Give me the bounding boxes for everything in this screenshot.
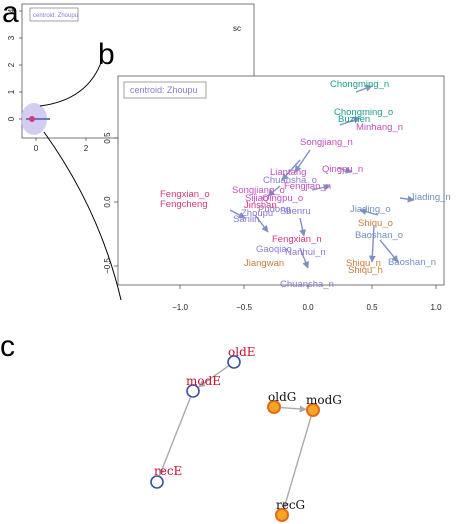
panel-b-ytick-label: 0.0	[103, 196, 112, 208]
point-label: Qingpu_o	[262, 193, 303, 204]
panel-c-graph: oldE modE recE oldG modG recG	[150, 345, 342, 522]
panel-b-xtick-label: −0.5	[236, 303, 252, 312]
panel-b-legend-box	[123, 81, 207, 99]
panel-a-ytick-label: 1	[7, 89, 16, 94]
panel-a-ytick-label: 2	[7, 62, 16, 67]
displacement-arrow	[294, 149, 311, 173]
panel-b-y-axis: 0.5 0.0 −0.5	[103, 132, 118, 274]
point-label: Baoshan_o	[355, 230, 403, 241]
zoom-line-top	[39, 59, 103, 107]
graph-node	[227, 355, 241, 369]
panel-letter-a: a	[2, 0, 19, 29]
point-label: Nanhui_n	[285, 247, 326, 258]
point-label: Shiqu_n	[346, 258, 381, 269]
panel-b-xtick-label: −1.0	[172, 303, 188, 312]
panel-b-x-axis: −1.0 −0.5 0.0 0.5 1.0	[172, 285, 442, 312]
graph-node-label: recE	[154, 464, 182, 478]
panel-a-y-axis: 0 1 2 3 4	[7, 8, 22, 121]
displacement-arrow	[368, 225, 376, 263]
graph-edge	[198, 365, 229, 388]
point-label: Shenru	[280, 206, 311, 217]
point-label: Songjiang_o	[232, 185, 285, 196]
graph-node	[186, 384, 200, 398]
panel-letter-c: c	[0, 330, 15, 363]
point-label: Jiangwan	[244, 258, 284, 269]
point-label: Chongming_o	[334, 107, 393, 118]
displacement-arrow	[337, 166, 353, 174]
graph-node-label: modE	[186, 374, 221, 388]
graph-node	[306, 403, 320, 417]
point-label: Minhang_n	[356, 122, 403, 133]
displacement-arrow	[299, 247, 309, 269]
point-label: Baoshan_n	[388, 257, 436, 268]
panel-letter-b: b	[98, 38, 115, 71]
panel-a-cluster-dot	[29, 116, 35, 122]
point-label: Fengjian_n	[284, 181, 331, 192]
panel-a-legend: centroid: Zhoupu	[33, 13, 78, 19]
panel-a-ytick-label: 4	[7, 8, 16, 13]
point-label: Fengxian_o	[160, 189, 210, 200]
graph-node-label: oldG	[268, 390, 296, 404]
point-label: Fengcheng	[160, 199, 208, 210]
displacement-arrow	[339, 116, 361, 126]
displacement-arrow	[399, 195, 415, 203]
panel-b-arrows	[229, 84, 415, 269]
point-label: Jiading_o	[350, 204, 391, 215]
point-label: Zhoupu	[241, 208, 273, 219]
displacement-arrow	[311, 183, 331, 191]
panel-a-legend-box	[29, 7, 79, 22]
graph-node	[275, 508, 289, 522]
graph-node	[150, 475, 164, 489]
displacement-arrow	[229, 209, 246, 219]
displacement-arrow	[281, 159, 301, 181]
displacement-arrow	[355, 84, 373, 93]
point-label: Jiading_n	[410, 192, 451, 203]
point-label: Chuansha_n	[280, 279, 334, 290]
point-label: Buzhen	[338, 114, 370, 125]
panel-b-xtick-label: 0.0	[302, 303, 314, 312]
point-label: Chongming_n	[330, 79, 389, 90]
panel-b-ytick-label: 0.5	[103, 132, 112, 144]
panel-b-plot: centroid: Zhoupu −1.0 −0.5 0.0 0.5 1.0 0.50.…	[103, 75, 451, 312]
graph-edge	[158, 397, 192, 477]
point-label: Jinshan	[244, 200, 277, 211]
panel-b-ytick-label: −0.5	[103, 258, 112, 274]
displacement-arrow	[359, 208, 379, 216]
panel-b-frame	[117, 75, 445, 286]
point-label: Gaoqiao	[256, 244, 292, 255]
graph-node	[267, 400, 281, 414]
displacement-arrow	[254, 214, 269, 233]
point-label: Qingpu_n	[322, 164, 363, 175]
displacement-arrow	[267, 185, 281, 197]
panel-a-corner-label: sc	[233, 24, 241, 33]
panel-a-xtick-label: 0	[34, 144, 39, 153]
panel-b-labels: Chongming_nChongming_oBuzhenMinhang_nSon…	[160, 79, 451, 290]
graph-node-label: modG	[306, 393, 342, 407]
point-label: Pudong	[258, 204, 291, 215]
point-label: Chuansha_o	[263, 175, 317, 186]
panel-a-ytick-label: 0	[7, 116, 16, 121]
point-label: Shiqu_o	[358, 218, 393, 229]
panel-b-legend: centroid: Zhoupu	[130, 85, 198, 95]
point-label: Songjiang_n	[300, 137, 353, 148]
panel-b-xtick-label: 0.5	[366, 303, 378, 312]
graph-node-label: recG	[276, 498, 305, 512]
graph-edge	[280, 405, 307, 413]
graph-edge	[282, 416, 312, 509]
panel-a-xtick-label: 2	[84, 144, 89, 153]
graph-node-label: oldE	[228, 345, 256, 359]
panel-b-xtick-label: 1.0	[430, 303, 442, 312]
displacement-arrow	[379, 239, 399, 263]
point-label: Fengxian_n	[272, 234, 322, 245]
panel-a-ytick-label: 3	[7, 35, 16, 40]
point-label: Sanlin	[233, 214, 259, 225]
point-label: Liantang	[270, 167, 306, 178]
zoom-line-bottom	[43, 131, 122, 301]
displacement-arrow	[299, 217, 307, 237]
point-label: Shiqu_h	[348, 265, 383, 276]
point-label: Sijiao	[245, 193, 268, 204]
